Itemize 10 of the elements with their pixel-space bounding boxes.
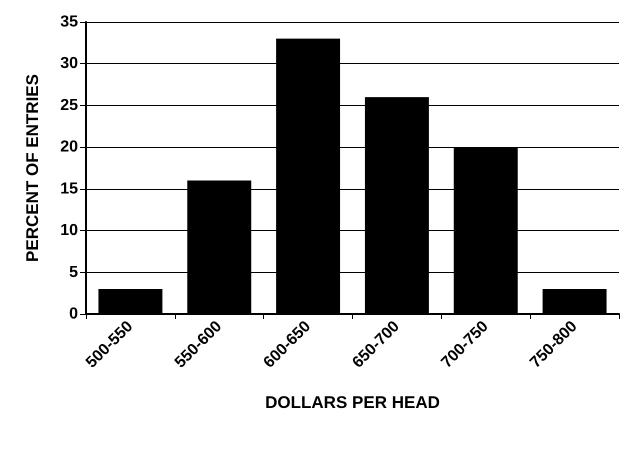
y-tick-label: 15 bbox=[60, 180, 78, 198]
x-axis-title: DOLLARS PER HEAD bbox=[265, 393, 440, 412]
y-tick-label: 0 bbox=[69, 306, 78, 322]
y-axis-title: PERCENT OF ENTRIES bbox=[23, 74, 42, 262]
y-tick-label: 10 bbox=[60, 222, 78, 240]
y-tick-label: 5 bbox=[69, 264, 78, 281]
y-tick-label: 20 bbox=[60, 138, 78, 156]
y-tick-label: 30 bbox=[60, 55, 78, 72]
y-tick-label: 25 bbox=[60, 96, 78, 114]
y-tick-label: 35 bbox=[60, 14, 78, 30]
